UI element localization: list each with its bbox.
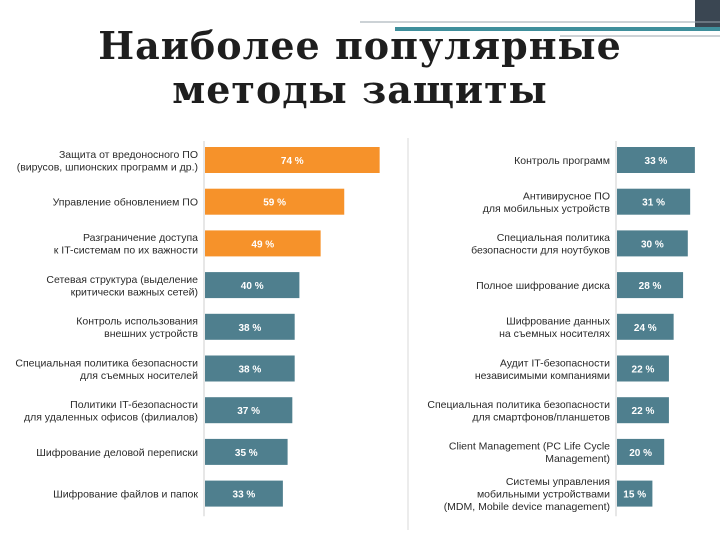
left-bar-1: [205, 147, 380, 173]
right-value-label-9: 15 %: [623, 490, 646, 501]
right-value-label-5: 24 %: [634, 323, 657, 334]
right-bar-2: [617, 188, 691, 215]
left-category-label-8-1: Шифрование деловой переписки: [36, 447, 198, 459]
right-bar-7: [617, 397, 669, 424]
left-value-label-3: 49 %: [251, 239, 274, 250]
right-category-label-8-1: Client Management (PC Life Cycle: [449, 441, 610, 453]
left-value-label-9: 33 %: [233, 490, 256, 501]
left-category-label-6-1: Специальная политика безопасности: [15, 357, 198, 369]
left-category-label-3-1: Разграничение доступа: [83, 232, 198, 244]
right-category-label-5-2: на съемных носителях: [499, 328, 611, 340]
left-value-label-7: 37 %: [237, 406, 260, 417]
right-value-label-6: 22 %: [632, 365, 655, 376]
left-value-label-1: 74 %: [281, 156, 304, 167]
left-bar-8: [205, 438, 288, 465]
right-category-label-2-2: для мобильных устройств: [483, 203, 611, 215]
right-category-label-7-2: для смартфонов/планшетов: [472, 411, 610, 423]
left-bar-9: [205, 480, 283, 507]
right-bar-9: [617, 480, 653, 507]
right-category-label-4-1: Полное шифрование диска: [476, 280, 610, 292]
left-category-label-2-1: Управление обновлением ПО: [53, 197, 198, 209]
page-title: Наиболее популярные методы защиты: [0, 24, 720, 112]
right-bar-8: [617, 438, 665, 465]
left-bar-2: [205, 188, 345, 215]
left-value-label-5: 38 %: [238, 323, 261, 334]
left-value-label-4: 40 %: [241, 281, 264, 292]
right-category-label-6-1: Аудит IT-безопасности: [500, 357, 610, 369]
right-category-label-3-1: Специальная политика: [497, 232, 610, 244]
left-value-label-6: 38 %: [238, 365, 261, 376]
left-category-label-9-1: Шифрование файлов и папок: [53, 489, 198, 501]
left-category-label-5-2: внешних устройств: [104, 328, 198, 340]
right-category-label-2-1: Антивирусное ПО: [523, 190, 610, 202]
left-value-label-8: 35 %: [235, 448, 258, 459]
right-value-label-4: 28 %: [639, 281, 662, 292]
page-title-line-2: методы защиты: [172, 67, 548, 112]
right-bar-3: [617, 230, 688, 257]
left-bar-6: [205, 355, 295, 382]
left-category-label-5-1: Контроль использования: [76, 316, 198, 328]
right-category-label-6-2: независимыми компаниями: [475, 370, 610, 382]
right-category-label-9-2: мобильными устройствами: [477, 489, 610, 501]
right-value-label-1: 33 %: [645, 156, 668, 167]
right-value-label-8: 20 %: [629, 448, 652, 459]
right-category-label-1-1: Контроль программ: [514, 155, 610, 167]
right-category-label-3-2: безопасности для ноутбуков: [471, 245, 610, 257]
page-title-line-1: Наиболее популярные: [98, 23, 622, 68]
left-category-label-7-2: для удаленных офисов (филиалов): [24, 411, 198, 423]
right-category-label-9-1: Системы управления: [506, 476, 610, 488]
left-bar-5: [205, 313, 295, 340]
left-category-label-1-2: (вирусов, шпионских программ и др.): [17, 161, 198, 173]
right-value-label-2: 31 %: [642, 198, 665, 209]
right-category-label-7-1: Специальная политика безопасности: [427, 399, 610, 411]
left-category-label-7-1: Политики IT-безопасности: [70, 399, 198, 411]
right-category-label-5-1: Шифрование данных: [506, 316, 611, 328]
right-bar-4: [617, 272, 684, 299]
left-category-label-4-2: критически важных сетей): [71, 286, 198, 298]
right-value-label-3: 30 %: [641, 239, 664, 250]
left-category-label-1-1: Защита от вредоносного ПО: [59, 149, 198, 161]
left-bar-3: [205, 230, 321, 257]
left-bar-7: [205, 397, 293, 424]
corner-dark-block: [695, 0, 720, 30]
left-category-label-6-2: для съемных носителей: [80, 370, 198, 382]
right-category-label-9-3: (MDM, Mobile device management): [444, 501, 610, 513]
right-bar-6: [617, 355, 669, 382]
corner-decoration: [360, 0, 720, 37]
left-category-label-4-1: Сетевая структура (выделение: [46, 274, 198, 286]
left-bar-4: [205, 272, 300, 299]
right-bar-5: [617, 313, 674, 340]
left-value-label-2: 59 %: [263, 198, 286, 209]
right-value-label-7: 22 %: [632, 406, 655, 417]
right-category-label-8-2: Management): [545, 453, 610, 465]
right-bar-1: [617, 147, 695, 173]
left-category-label-3-2: к IT-системам по их важности: [54, 245, 198, 257]
